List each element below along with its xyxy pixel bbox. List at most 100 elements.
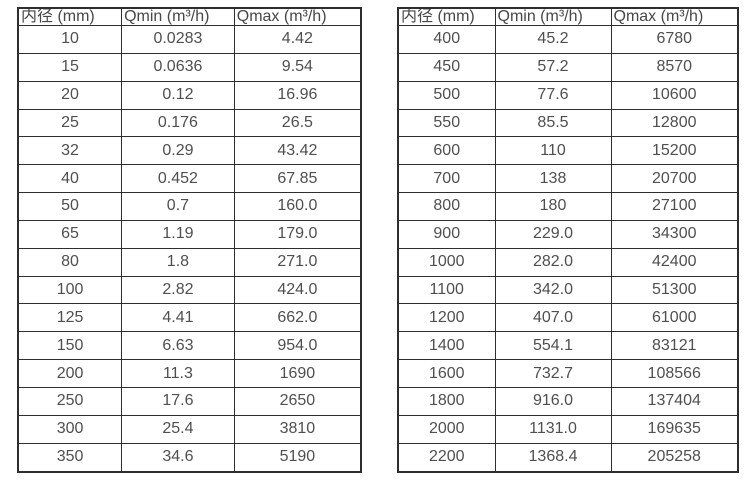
table-cell: 34300 xyxy=(610,219,739,249)
table-cell: 83121 xyxy=(610,331,739,361)
table-cell: 400 xyxy=(397,25,496,54)
table-cell: 0.452 xyxy=(121,164,235,194)
table-cell: 25.4 xyxy=(121,414,235,444)
table-cell: 500 xyxy=(397,80,496,110)
table-cell: 2000 xyxy=(397,414,496,444)
table-cell: 4.41 xyxy=(121,303,235,333)
table-header: 内径 (mm) Qmin (m³/h) Qmax (m³/h) xyxy=(397,7,739,26)
table-cell: 27100 xyxy=(610,192,739,221)
table-cell: 100 xyxy=(17,275,123,305)
table-row: 1100 342.0 51300 xyxy=(397,275,739,305)
table-cell: 3810 xyxy=(233,414,362,444)
table-cell: 42400 xyxy=(610,247,739,277)
table-cell: 271.0 xyxy=(233,247,362,277)
table-row: 200 11.3 1690 xyxy=(17,359,362,388)
table-cell: 0.0283 xyxy=(121,25,235,54)
table-cell: 137404 xyxy=(610,386,739,416)
table-cell: 0.7 xyxy=(121,192,235,221)
table-row: 100 2.82 424.0 xyxy=(17,275,362,305)
table-cell: 1.19 xyxy=(121,219,235,249)
table-cell: 26.5 xyxy=(233,108,362,138)
header-qmin: Qmin (m³/h) xyxy=(494,7,612,26)
table-cell: 229.0 xyxy=(494,219,612,249)
header-qmin: Qmin (m³/h) xyxy=(121,7,235,26)
table-cell: 10600 xyxy=(610,80,739,110)
table-row: 450 57.2 8570 xyxy=(397,52,739,82)
table-cell: 6.63 xyxy=(121,331,235,361)
header-row: 内径 (mm) Qmin (m³/h) Qmax (m³/h) xyxy=(397,7,739,26)
table-cell: 350 xyxy=(17,442,123,473)
table-row: 150 6.63 954.0 xyxy=(17,331,362,361)
table-cell: 80 xyxy=(17,247,123,277)
table-row: 10 0.0283 4.42 xyxy=(17,25,362,54)
table-row: 1600 732.7 108566 xyxy=(397,359,739,388)
table-row: 1800 916.0 137404 xyxy=(397,386,739,416)
table-cell: 732.7 xyxy=(494,359,612,388)
table-cell: 51300 xyxy=(610,275,739,305)
table-cell: 169635 xyxy=(610,414,739,444)
header-row: 内径 (mm) Qmin (m³/h) Qmax (m³/h) xyxy=(17,7,362,26)
table-cell: 160.0 xyxy=(233,192,362,221)
table-cell: 12800 xyxy=(610,108,739,138)
table-cell: 0.12 xyxy=(121,80,235,110)
table-cell: 16.96 xyxy=(233,80,362,110)
table-cell: 2.82 xyxy=(121,275,235,305)
table-cell: 2650 xyxy=(233,386,362,416)
table-body: 400 45.2 6780 450 57.2 8570 500 77.6 10600 550 85.… xyxy=(397,25,739,473)
table-row: 300 25.4 3810 xyxy=(17,414,362,444)
table-cell: 300 xyxy=(17,414,123,444)
table-row: 550 85.5 12800 xyxy=(397,108,739,138)
table-cell: 1600 xyxy=(397,359,496,388)
table-cell: 65 xyxy=(17,219,123,249)
table-cell: 1000 xyxy=(397,247,496,277)
table-cell: 8570 xyxy=(610,52,739,82)
table-cell: 57.2 xyxy=(494,52,612,82)
table-row: 1400 554.1 83121 xyxy=(397,331,739,361)
table-row: 2000 1131.0 169635 xyxy=(397,414,739,444)
table-row: 65 1.19 179.0 xyxy=(17,219,362,249)
table-cell: 1800 xyxy=(397,386,496,416)
table-body: 10 0.0283 4.42 15 0.0636 9.54 20 0.12 16.96 25 0.1… xyxy=(17,25,362,473)
table-cell: 1131.0 xyxy=(494,414,612,444)
table-cell: 20 xyxy=(17,80,123,110)
table-cell: 1100 xyxy=(397,275,496,305)
table-cell: 180 xyxy=(494,192,612,221)
table-row: 20 0.12 16.96 xyxy=(17,80,362,110)
table-cell: 43.42 xyxy=(233,136,362,166)
table-cell: 200 xyxy=(17,359,123,388)
table-cell: 6780 xyxy=(610,25,739,54)
table-cell: 407.0 xyxy=(494,303,612,333)
table-cell: 11.3 xyxy=(121,359,235,388)
table-row: 350 34.6 5190 xyxy=(17,442,362,473)
table-cell: 45.2 xyxy=(494,25,612,54)
table-cell: 1690 xyxy=(233,359,362,388)
table-row: 80 1.8 271.0 xyxy=(17,247,362,277)
table-cell: 700 xyxy=(397,164,496,194)
table-cell: 50 xyxy=(17,192,123,221)
table-cell: 1400 xyxy=(397,331,496,361)
table-cell: 450 xyxy=(397,52,496,82)
header-inner-diameter: 内径 (mm) xyxy=(397,7,496,26)
table-cell: 15 xyxy=(17,52,123,82)
flow-table-small-diameters: 内径 (mm) Qmin (m³/h) Qmax (m³/h) 10 0.0283… xyxy=(17,7,362,473)
table-row: 900 229.0 34300 xyxy=(397,219,739,249)
table-cell: 138 xyxy=(494,164,612,194)
table-cell: 600 xyxy=(397,136,496,166)
table-row: 40 0.452 67.85 xyxy=(17,164,362,194)
table-cell: 282.0 xyxy=(494,247,612,277)
table-cell: 954.0 xyxy=(233,331,362,361)
table-cell: 554.1 xyxy=(494,331,612,361)
table-cell: 179.0 xyxy=(233,219,362,249)
table-row: 2200 1368.4 205258 xyxy=(397,442,739,473)
table-cell: 32 xyxy=(17,136,123,166)
header-qmax: Qmax (m³/h) xyxy=(610,7,739,26)
table-row: 600 110 15200 xyxy=(397,136,739,166)
table-cell: 108566 xyxy=(610,359,739,388)
table-cell: 662.0 xyxy=(233,303,362,333)
table-cell: 10 xyxy=(17,25,123,54)
table-cell: 2200 xyxy=(397,442,496,473)
table-cell: 342.0 xyxy=(494,275,612,305)
table-cell: 424.0 xyxy=(233,275,362,305)
table-row: 1000 282.0 42400 xyxy=(397,247,739,277)
table-cell: 0.0636 xyxy=(121,52,235,82)
